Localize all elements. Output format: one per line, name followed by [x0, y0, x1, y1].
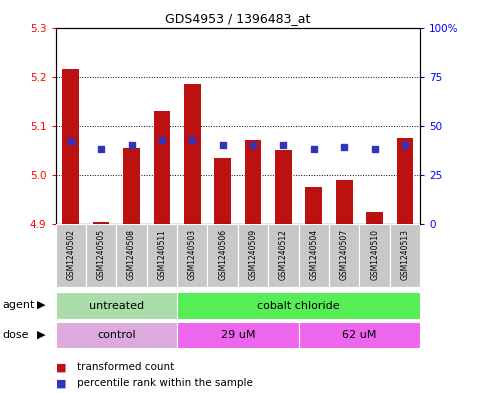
- Text: GSM1240513: GSM1240513: [400, 229, 410, 280]
- Bar: [275, 150, 292, 224]
- Text: dose: dose: [2, 330, 29, 340]
- Text: GSM1240508: GSM1240508: [127, 229, 136, 280]
- Bar: [177, 292, 420, 319]
- Bar: [305, 187, 322, 224]
- Text: GSM1240511: GSM1240511: [157, 229, 167, 280]
- Bar: [336, 180, 353, 224]
- Text: GSM1240503: GSM1240503: [188, 229, 197, 280]
- Bar: [93, 222, 110, 224]
- Title: GDS4953 / 1396483_at: GDS4953 / 1396483_at: [165, 12, 311, 25]
- Bar: [154, 111, 170, 224]
- Bar: [177, 224, 208, 287]
- Bar: [56, 224, 86, 287]
- Bar: [147, 224, 177, 287]
- Text: 62 uM: 62 uM: [342, 330, 377, 340]
- Bar: [366, 212, 383, 224]
- Text: GSM1240506: GSM1240506: [218, 229, 227, 280]
- Bar: [177, 322, 298, 348]
- Text: GSM1240505: GSM1240505: [97, 229, 106, 280]
- Bar: [238, 224, 268, 287]
- Text: GSM1240507: GSM1240507: [340, 229, 349, 280]
- Bar: [56, 292, 177, 319]
- Bar: [62, 69, 79, 224]
- Text: ■: ■: [56, 362, 66, 373]
- Text: cobalt chloride: cobalt chloride: [257, 301, 340, 310]
- Text: GSM1240512: GSM1240512: [279, 229, 288, 280]
- Text: GSM1240504: GSM1240504: [309, 229, 318, 280]
- Bar: [245, 140, 261, 224]
- Bar: [86, 224, 116, 287]
- Bar: [390, 224, 420, 287]
- Text: agent: agent: [2, 299, 35, 310]
- Bar: [298, 224, 329, 287]
- Text: ■: ■: [56, 378, 66, 388]
- Text: ▶: ▶: [37, 330, 46, 340]
- Text: untreated: untreated: [89, 301, 144, 310]
- Bar: [184, 84, 200, 224]
- Text: 29 uM: 29 uM: [221, 330, 255, 340]
- Bar: [329, 224, 359, 287]
- Text: GSM1240509: GSM1240509: [249, 229, 257, 280]
- Text: GSM1240502: GSM1240502: [66, 229, 75, 280]
- Bar: [359, 224, 390, 287]
- Bar: [397, 138, 413, 224]
- Text: transformed count: transformed count: [77, 362, 174, 373]
- Text: control: control: [97, 330, 136, 340]
- Text: ▶: ▶: [37, 299, 46, 310]
- Bar: [56, 322, 177, 348]
- Bar: [298, 322, 420, 348]
- Bar: [116, 224, 147, 287]
- Bar: [268, 224, 298, 287]
- Text: GSM1240510: GSM1240510: [370, 229, 379, 280]
- Text: percentile rank within the sample: percentile rank within the sample: [77, 378, 253, 388]
- Bar: [208, 224, 238, 287]
- Bar: [214, 158, 231, 224]
- Bar: [123, 148, 140, 224]
